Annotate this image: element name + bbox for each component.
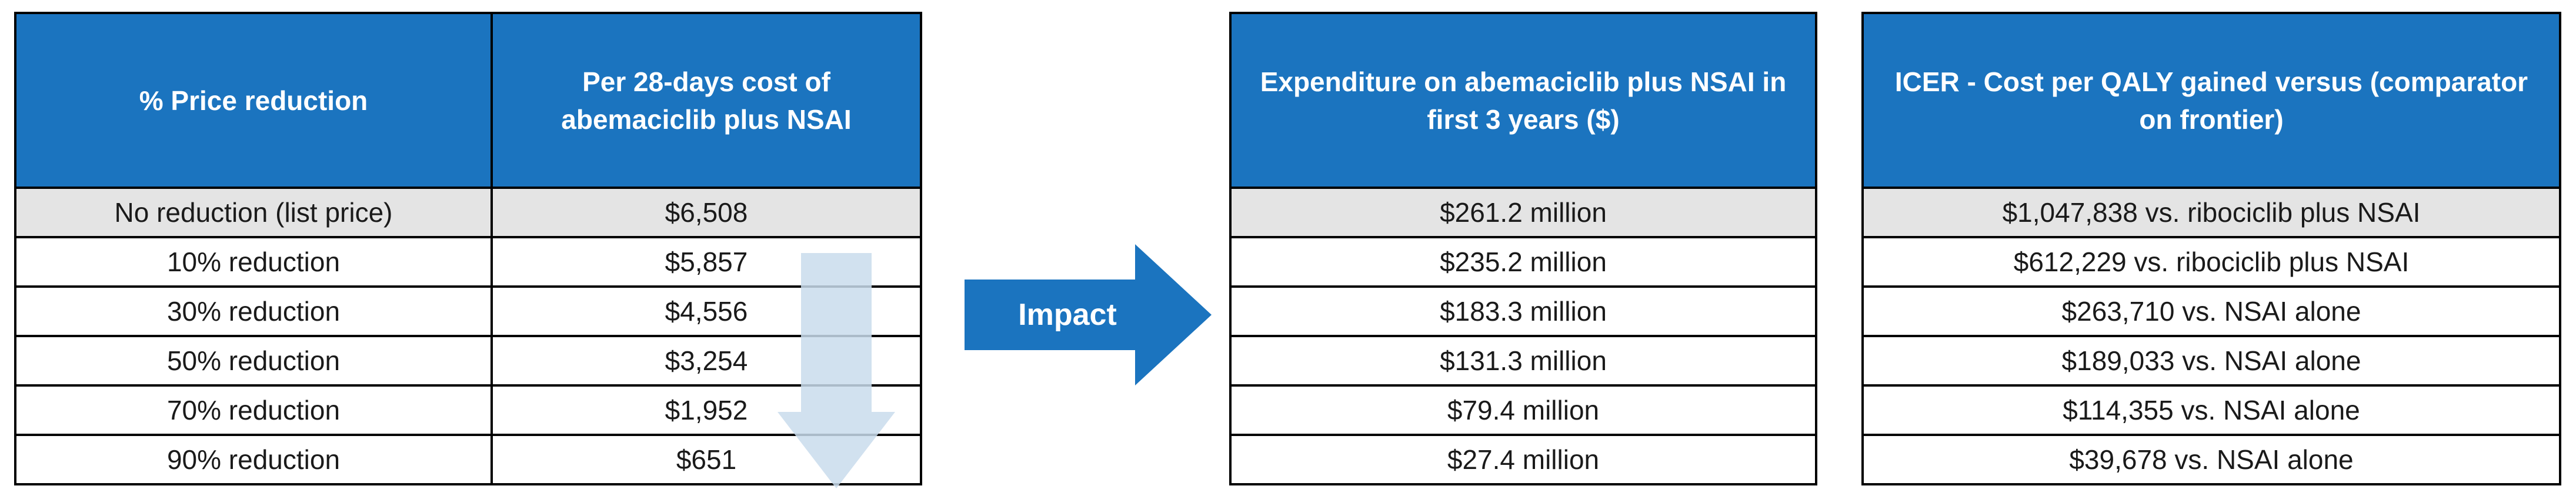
expenditure-cell: $235.2 million bbox=[1229, 236, 1817, 288]
header-row: % Price reduction Per 28-days cost of ab… bbox=[14, 12, 922, 189]
table-row: 90% reduction $651 bbox=[14, 434, 922, 485]
table-row: $131.3 million bbox=[1229, 335, 1817, 387]
down-arrow-icon bbox=[778, 253, 895, 488]
icer-cell: $39,678 vs. NSAI alone bbox=[1861, 434, 2561, 485]
table-row: $183.3 million bbox=[1229, 285, 1817, 337]
reduction-cell: No reduction (list price) bbox=[14, 187, 493, 238]
icer-cell: $1,047,838 vs. ribociclib plus NSAI bbox=[1861, 187, 2561, 238]
icer-cell: $263,710 vs. NSAI alone bbox=[1861, 285, 2561, 337]
reduction-cell: 90% reduction bbox=[14, 434, 493, 485]
reduction-cell: 50% reduction bbox=[14, 335, 493, 387]
expenditure-cell: $261.2 million bbox=[1229, 187, 1817, 238]
table-row: 50% reduction $3,254 bbox=[14, 335, 922, 387]
icer-table: ICER - Cost per QALY gained versus (comp… bbox=[1861, 12, 2561, 485]
table-row: $261.2 million bbox=[1229, 187, 1817, 238]
table-row: No reduction (list price) $6,508 bbox=[14, 187, 922, 238]
expenditure-cell: $27.4 million bbox=[1229, 434, 1817, 485]
expenditure-cell: $183.3 million bbox=[1229, 285, 1817, 337]
col-header-expenditure: Expenditure on abemaciclib plus NSAI in … bbox=[1229, 12, 1817, 189]
table-row: $612,229 vs. ribociclib plus NSAI bbox=[1861, 236, 2561, 288]
table-row: $263,710 vs. NSAI alone bbox=[1861, 285, 2561, 337]
icer-cell: $612,229 vs. ribociclib plus NSAI bbox=[1861, 236, 2561, 288]
table-row: $39,678 vs. NSAI alone bbox=[1861, 434, 2561, 485]
table-row: $235.2 million bbox=[1229, 236, 1817, 288]
col-header-icer: ICER - Cost per QALY gained versus (comp… bbox=[1861, 12, 2561, 189]
expenditure-table: Expenditure on abemaciclib plus NSAI in … bbox=[1229, 12, 1817, 485]
reduction-cell: 10% reduction bbox=[14, 236, 493, 288]
icer-cell: $114,355 vs. NSAI alone bbox=[1861, 384, 2561, 436]
icer-cell: $189,033 vs. NSAI alone bbox=[1861, 335, 2561, 387]
expenditure-cell: $79.4 million bbox=[1229, 384, 1817, 436]
expenditure-cell: $131.3 million bbox=[1229, 335, 1817, 387]
table-row: $189,033 vs. NSAI alone bbox=[1861, 335, 2561, 387]
cost-cell: $6,508 bbox=[490, 187, 922, 238]
reduction-cell: 70% reduction bbox=[14, 384, 493, 436]
table-row: $27.4 million bbox=[1229, 434, 1817, 485]
impact-arrow-icon bbox=[965, 244, 1212, 385]
table-row: $1,047,838 vs. ribociclib plus NSAI bbox=[1861, 187, 2561, 238]
col-header-price-reduction: % Price reduction bbox=[14, 12, 493, 189]
col-header-28-day-cost: Per 28-days cost of abemaciclib plus NSA… bbox=[490, 12, 922, 189]
table-row: $114,355 vs. NSAI alone bbox=[1861, 384, 2561, 436]
header-row: ICER - Cost per QALY gained versus (comp… bbox=[1861, 12, 2561, 189]
impact-label: Impact bbox=[1018, 298, 1117, 332]
reduction-cell: 30% reduction bbox=[14, 285, 493, 337]
price-reduction-table: % Price reduction Per 28-days cost of ab… bbox=[14, 12, 922, 485]
header-row: Expenditure on abemaciclib plus NSAI in … bbox=[1229, 12, 1817, 189]
table-row: $79.4 million bbox=[1229, 384, 1817, 436]
